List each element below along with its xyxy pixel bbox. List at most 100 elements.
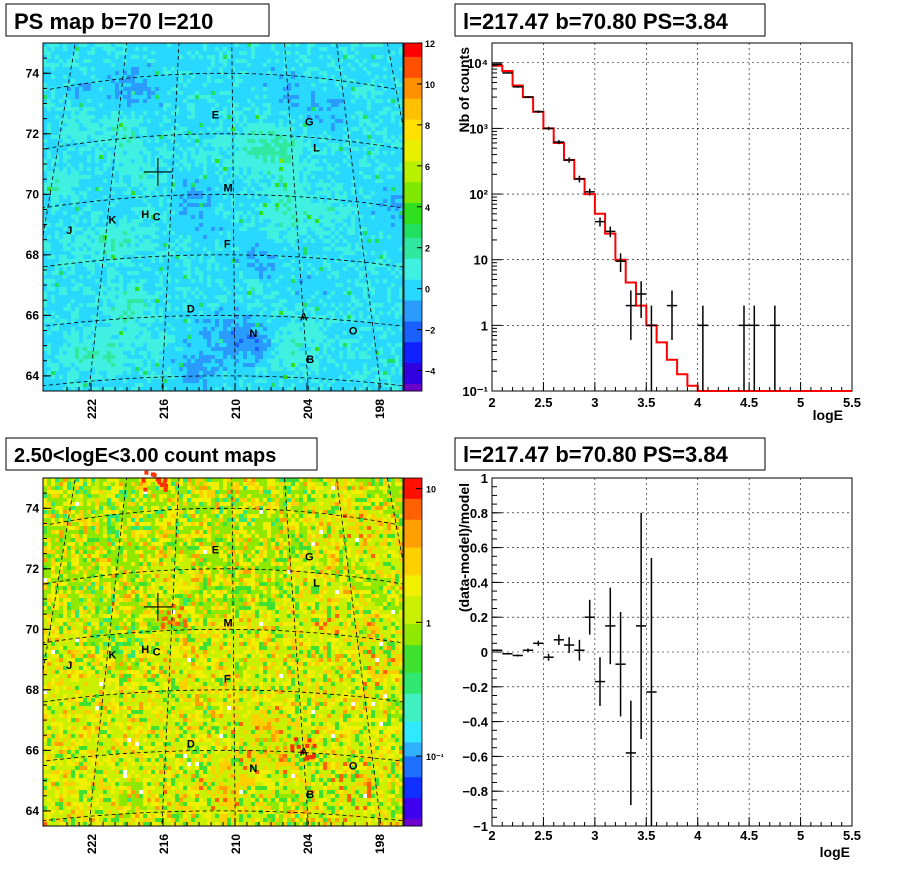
heatmap-cell xyxy=(383,103,388,108)
heatmap-cell xyxy=(299,187,304,192)
heatmap-cell xyxy=(239,175,244,180)
heatmap-cell xyxy=(263,147,268,152)
heatmap-cell xyxy=(315,91,320,96)
heatmap-cell xyxy=(79,215,84,220)
heatmap-cell xyxy=(303,167,308,172)
heatmap-cell xyxy=(231,171,236,176)
heatmap-cell xyxy=(247,43,252,48)
heatmap-cell xyxy=(323,183,328,188)
heatmap-cell xyxy=(131,155,136,160)
heatmap-cell xyxy=(395,103,400,108)
heatmap-cell xyxy=(339,227,344,232)
heatmap-cell xyxy=(151,75,156,80)
heatmap-cell xyxy=(355,199,360,204)
heatmap-cell xyxy=(219,87,224,92)
heatmap-cell xyxy=(75,119,80,124)
heatmap-cell xyxy=(87,123,92,128)
heatmap-cell xyxy=(247,155,252,160)
heatmap-cell xyxy=(355,159,360,164)
heatmap-cell xyxy=(223,263,228,268)
heatmap-cell xyxy=(143,87,148,92)
heatmap-cell xyxy=(247,191,252,196)
heatmap-cell xyxy=(311,151,316,156)
heatmap-cell xyxy=(175,59,180,64)
heatmap-cell xyxy=(203,75,208,80)
heatmap-cell xyxy=(91,239,96,244)
heatmap-cell xyxy=(215,95,220,100)
heatmap-cell xyxy=(203,139,208,144)
heatmap-cell xyxy=(131,131,136,136)
heatmap-cell xyxy=(155,247,160,252)
heatmap-cell xyxy=(375,175,380,180)
heatmap-cell xyxy=(311,107,316,112)
heatmap-cell xyxy=(223,183,228,188)
heatmap-cell xyxy=(51,215,56,220)
heatmap-cell xyxy=(71,147,76,152)
heatmap-cell xyxy=(283,127,288,132)
heatmap-cell xyxy=(335,143,340,148)
heatmap-cell xyxy=(179,111,184,116)
heatmap-cell xyxy=(159,179,164,184)
heatmap-cell xyxy=(211,163,216,168)
heatmap-cell xyxy=(207,167,212,172)
heatmap-cell xyxy=(167,63,172,68)
heatmap-cell xyxy=(203,227,208,232)
heatmap-cell xyxy=(295,147,300,152)
heatmap-cell xyxy=(399,211,404,216)
heatmap-cell xyxy=(115,195,120,200)
heatmap-cell xyxy=(147,79,152,84)
heatmap-cell xyxy=(355,91,360,96)
heatmap-cell xyxy=(111,99,116,104)
heatmap-cell xyxy=(219,243,224,248)
heatmap-cell xyxy=(371,179,376,184)
heatmap-cell xyxy=(47,243,52,248)
heatmap-cell xyxy=(47,159,52,164)
heatmap-cell xyxy=(75,91,80,96)
heatmap-cell xyxy=(119,187,124,192)
heatmap-cell xyxy=(139,67,144,72)
heatmap-cell xyxy=(271,239,276,244)
heatmap-cell xyxy=(375,259,380,264)
heatmap-cell xyxy=(251,199,256,204)
heatmap-cell xyxy=(187,91,192,96)
heatmap-cell xyxy=(163,227,168,232)
heatmap-cell xyxy=(95,183,100,188)
heatmap-cell xyxy=(367,75,372,80)
heatmap-cell xyxy=(99,235,104,240)
heatmap-cell xyxy=(195,183,200,188)
heatmap-cell xyxy=(119,71,124,76)
heatmap-cell xyxy=(275,83,280,88)
heatmap-cell xyxy=(267,227,272,232)
heatmap-cell xyxy=(235,219,240,224)
heatmap-cell xyxy=(191,239,196,244)
heatmap-cell xyxy=(307,159,312,164)
heatmap-cell xyxy=(55,123,60,128)
heatmap-cell xyxy=(215,167,220,172)
heatmap-cell xyxy=(135,95,140,100)
heatmap-cell xyxy=(135,179,140,184)
heatmap-cell xyxy=(63,239,68,244)
heatmap-cell xyxy=(391,115,396,120)
heatmap-cell xyxy=(371,59,376,64)
heatmap-cell xyxy=(139,47,144,52)
heatmap-cell xyxy=(331,103,336,108)
heatmap-cell xyxy=(263,103,268,108)
heatmap-cell xyxy=(191,195,196,200)
heatmap-cell xyxy=(315,43,320,48)
heatmap-cell xyxy=(83,123,88,128)
heatmap-cell xyxy=(203,235,208,240)
heatmap-cell xyxy=(207,175,212,180)
heatmap-cell xyxy=(195,227,200,232)
heatmap-cell xyxy=(391,259,396,264)
heatmap-cell xyxy=(335,111,340,116)
heatmap-cell xyxy=(375,195,380,200)
heatmap-cell xyxy=(243,99,248,104)
heatmap-cell xyxy=(343,131,348,136)
heatmap-cell xyxy=(275,111,280,116)
heatmap-cell xyxy=(191,187,196,192)
heatmap-cell xyxy=(207,103,212,108)
heatmap-cell xyxy=(147,239,152,244)
heatmap-cell xyxy=(203,103,208,108)
heatmap-cell xyxy=(207,119,212,124)
heatmap-cell xyxy=(123,147,128,152)
